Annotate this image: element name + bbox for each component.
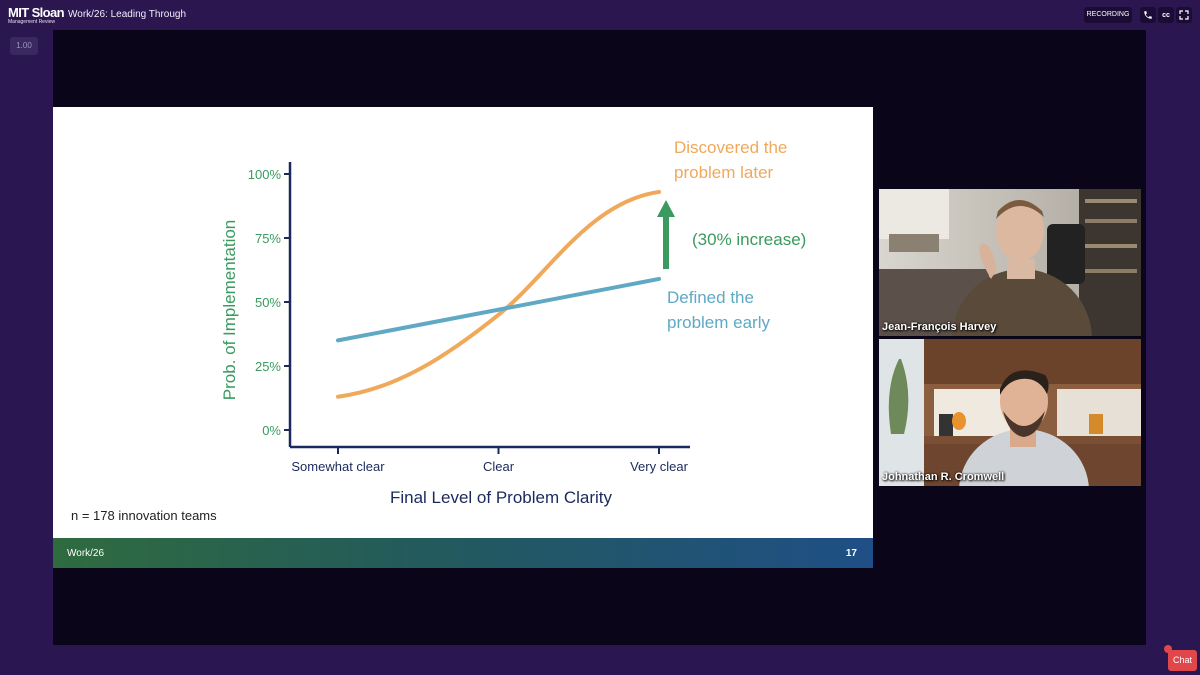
participant-1-feed <box>879 189 1141 336</box>
participant-video-2[interactable]: Johnathan R. Cromwell <box>879 339 1141 486</box>
x-tick-label: Very clear <box>630 459 688 474</box>
participant-2-name: Johnathan R. Cromwell <box>882 471 1005 483</box>
logo-subtext: Management Review <box>8 19 55 25</box>
sample-size-note: n = 178 innovation teams <box>71 508 217 523</box>
y-tick-label: 0% <box>262 423 281 438</box>
series-group <box>336 189 661 399</box>
phone-button[interactable] <box>1140 7 1156 23</box>
y-tick-label: 50% <box>255 295 281 310</box>
early-series-label: Defined the problem early <box>667 288 770 332</box>
early-label-line-2: problem early <box>667 313 770 332</box>
x-axis-label: Final Level of Problem Clarity <box>390 488 613 507</box>
recording-button[interactable]: RECORDING <box>1084 7 1132 23</box>
later-series-label: Discovered the problem later <box>674 138 792 182</box>
logo-text: MIT Sloan <box>8 5 65 20</box>
captions-button[interactable]: cc <box>1158 7 1174 23</box>
series-line-defined-early <box>336 276 661 343</box>
participant-video-1[interactable]: Jean-François Harvey <box>879 189 1141 336</box>
later-label-line-2: problem later <box>674 163 774 182</box>
fullscreen-button[interactable] <box>1176 7 1192 23</box>
participant-1-name: Jean-François Harvey <box>882 321 997 333</box>
series-line-discovered-later <box>336 189 661 399</box>
mit-sloan-logo[interactable]: MIT Sloan Management Review <box>8 5 65 25</box>
early-label-line-1: Defined the <box>667 288 754 307</box>
slide-number: 17 <box>845 548 857 559</box>
y-tick-label: 75% <box>255 231 281 246</box>
increase-arrowhead <box>657 200 675 217</box>
event-title: Work/26: Leading Through <box>68 9 187 20</box>
y-tick-group: 0% 25% 50% 75% 100% <box>248 167 290 438</box>
phone-icon <box>1144 11 1152 19</box>
playback-speed-button[interactable]: 1.00 <box>10 37 38 55</box>
presentation-slide: 0% 25% 50% 75% 100% Somewhat clear Clear Very … <box>53 107 873 568</box>
y-axis-label: Prob. of Implementation <box>220 220 239 400</box>
increase-annotation: (30% increase) <box>692 230 806 249</box>
implementation-chart: 0% 25% 50% 75% 100% Somewhat clear Clear Very … <box>71 138 806 523</box>
fullscreen-icon <box>1179 10 1189 20</box>
x-tick-group: Somewhat clear Clear Very clear <box>291 447 689 474</box>
later-label-line-1: Discovered the <box>674 138 787 157</box>
y-tick-label: 100% <box>248 167 282 182</box>
y-tick-label: 25% <box>255 359 281 374</box>
footer-label: Work/26 <box>67 548 105 559</box>
x-tick-label: Clear <box>483 459 515 474</box>
top-bar: MIT Sloan Management Review Work/26: Lea… <box>0 0 1200 30</box>
x-tick-label: Somewhat clear <box>291 459 385 474</box>
chat-notification-dot <box>1164 645 1172 653</box>
participant-2-feed <box>879 339 1141 486</box>
chat-button[interactable]: Chat <box>1168 650 1197 671</box>
slide-footer: Work/26 17 <box>53 538 873 568</box>
